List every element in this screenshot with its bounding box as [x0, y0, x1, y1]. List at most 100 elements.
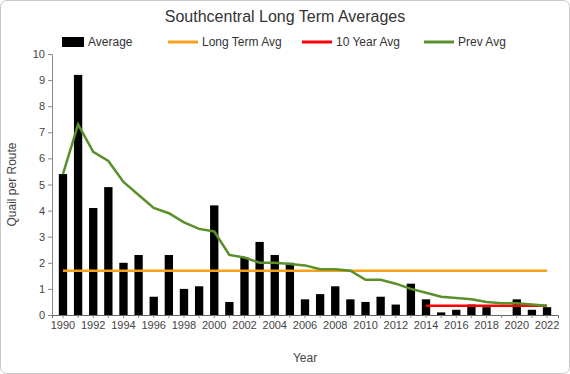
legend-item: 10 Year Avg [302, 35, 400, 49]
y-axis-line [48, 55, 53, 316]
x-tick [501, 315, 502, 318]
x-tick-mark [108, 315, 109, 318]
y-tick: 10 [33, 48, 52, 60]
x-tick: 2012 [384, 315, 408, 331]
x-tick-mark [516, 315, 517, 318]
x-tick-mark [531, 315, 532, 318]
y-tick: 3 [39, 231, 52, 243]
x-tick-label: 1998 [172, 319, 196, 331]
y-tick-label: 3 [39, 231, 45, 243]
y-tick-mark [48, 315, 52, 316]
bar [134, 255, 142, 315]
x-tick: 2002 [232, 315, 256, 331]
x-tick-label: 2010 [353, 319, 377, 331]
bar [240, 258, 248, 315]
x-tick-label: 2018 [474, 319, 498, 331]
x-axis-line [53, 316, 559, 319]
bar [150, 297, 158, 315]
bar [165, 255, 173, 315]
x-tick-mark [199, 315, 200, 318]
legend-swatch [424, 41, 454, 44]
plot-area [59, 75, 551, 315]
y-tick-label: 1 [39, 283, 45, 295]
bar [210, 205, 218, 315]
x-tick-label: 2006 [293, 319, 317, 331]
y-tick-mark [48, 185, 52, 186]
x-tick [78, 315, 79, 318]
x-tick: 2010 [353, 315, 377, 331]
x-tick [471, 315, 472, 318]
x-tick-mark [274, 315, 275, 318]
legend-label: Long Term Avg [202, 35, 282, 49]
y-axis-title: Quail per Route [5, 142, 19, 226]
line [63, 269, 547, 272]
legend: AverageLong Term Avg10 Year AvgPrev Avg [62, 35, 506, 49]
x-tick-label: 2000 [202, 319, 226, 331]
x-tick-mark [62, 315, 63, 318]
x-tick-mark [259, 315, 260, 318]
y-tick-mark [48, 132, 52, 133]
bar [195, 286, 203, 315]
x-tick [108, 315, 109, 318]
x-tick [168, 315, 169, 318]
bar [361, 302, 369, 315]
x-tick [259, 315, 260, 318]
y-tick: 9 [39, 74, 52, 86]
x-tick: 2018 [474, 315, 498, 331]
bar [452, 310, 460, 315]
x-tick-label: 2016 [444, 319, 468, 331]
bar [301, 299, 309, 315]
x-tick-mark [168, 315, 169, 318]
legend-swatch [168, 41, 198, 44]
x-tick: 2020 [505, 315, 529, 331]
bar [543, 307, 551, 315]
y-tick-mark [48, 237, 52, 238]
bar [437, 312, 445, 315]
bar [74, 75, 82, 315]
bar [482, 307, 490, 315]
x-tick-mark [320, 315, 321, 318]
x-tick [350, 315, 351, 318]
x-tick-mark [471, 315, 472, 318]
title: Southcentral Long Term Averages [165, 8, 405, 25]
x-tick: 2004 [263, 315, 287, 331]
legend-label: 10 Year Avg [336, 35, 400, 49]
bar [513, 299, 521, 315]
bar [346, 299, 354, 315]
y-tick: 5 [39, 179, 52, 191]
bar [89, 208, 97, 315]
x-tick-label: 2020 [505, 319, 529, 331]
y-tick: 1 [39, 283, 52, 295]
y-tick-mark [48, 54, 52, 55]
y-tick: 2 [39, 257, 52, 269]
x-tick-label: 1990 [51, 319, 75, 331]
y-tick-label: 9 [39, 74, 45, 86]
x-tick [441, 315, 442, 318]
bar [104, 187, 112, 315]
y-tick-mark [48, 211, 52, 212]
x-tick [380, 315, 381, 318]
legend-item: Average [62, 35, 133, 49]
x-tick-mark [410, 315, 411, 318]
x-tick: 1990 [51, 315, 75, 331]
x-tick-mark [335, 315, 336, 318]
y-tick-mark [48, 289, 52, 290]
y-tick: 4 [39, 205, 52, 217]
y-tick-label: 7 [39, 126, 45, 138]
x-tick-label: 1992 [81, 319, 105, 331]
x-tick-mark [214, 315, 215, 318]
x-tick-mark [289, 315, 290, 318]
bar [376, 297, 384, 315]
x-tick-mark [501, 315, 502, 318]
y-tick: 6 [39, 152, 52, 164]
x-tick: 1992 [81, 315, 105, 331]
x-tick-mark [486, 315, 487, 318]
x-tick: 1998 [172, 315, 196, 331]
x-tick: 2000 [202, 315, 226, 331]
y-tick-mark [48, 106, 52, 107]
x-tick-mark [244, 315, 245, 318]
y-tick: 7 [39, 126, 52, 138]
bar-series [59, 75, 551, 315]
x-tick [138, 315, 139, 318]
bar [225, 302, 233, 315]
